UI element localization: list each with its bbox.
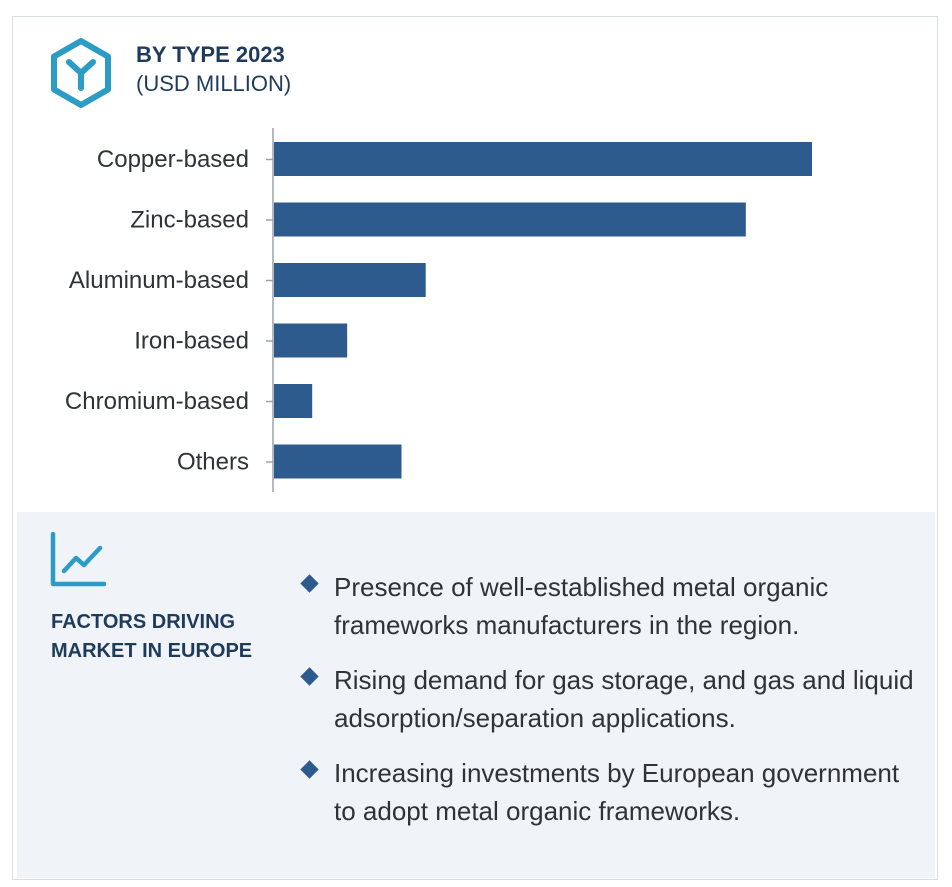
diamond-bullet-icon [300, 667, 319, 686]
category-label: Others [177, 449, 249, 476]
bar [274, 444, 402, 479]
hexagon-y-icon [51, 38, 111, 108]
bar-chart: Copper-based Zinc-based Aluminum-based Iron… [65, 128, 812, 492]
category-label: Chromium-based [65, 388, 249, 415]
factor-text: Rising demand for gas storage, and gas a… [334, 665, 914, 733]
factor-text: Increasing investments by European gover… [334, 758, 900, 826]
bar [274, 202, 746, 237]
chart-title: BY TYPE 2023 [136, 42, 285, 67]
bar [274, 384, 313, 418]
factor-item: Rising demand for gas storage, and gas a… [299, 661, 919, 737]
factors-panel: FACTORS DRIVING MARKET IN EUROPE Presenc… [17, 512, 935, 878]
diamond-bullet-icon [300, 574, 319, 593]
bar [274, 323, 348, 358]
chart-subtitle: (USD MILLION) [136, 71, 292, 96]
factor-item: Increasing investments by European gover… [299, 754, 919, 830]
category-label: Aluminum-based [69, 267, 249, 294]
category-label: Zinc-based [130, 207, 249, 234]
bar [274, 142, 812, 176]
bar [274, 263, 426, 297]
trend-chart-icon [50, 532, 106, 587]
diamond-bullet-icon [300, 760, 319, 779]
factors-list: Presence of well-established metal organ… [299, 568, 919, 847]
factor-item: Presence of well-established metal organ… [299, 568, 919, 644]
category-label: Iron-based [134, 328, 249, 355]
factors-title: FACTORS DRIVING MARKET IN EUROPE [51, 611, 253, 662]
factor-text: Presence of well-established metal organ… [334, 572, 829, 640]
category-label: Copper-based [97, 146, 249, 173]
